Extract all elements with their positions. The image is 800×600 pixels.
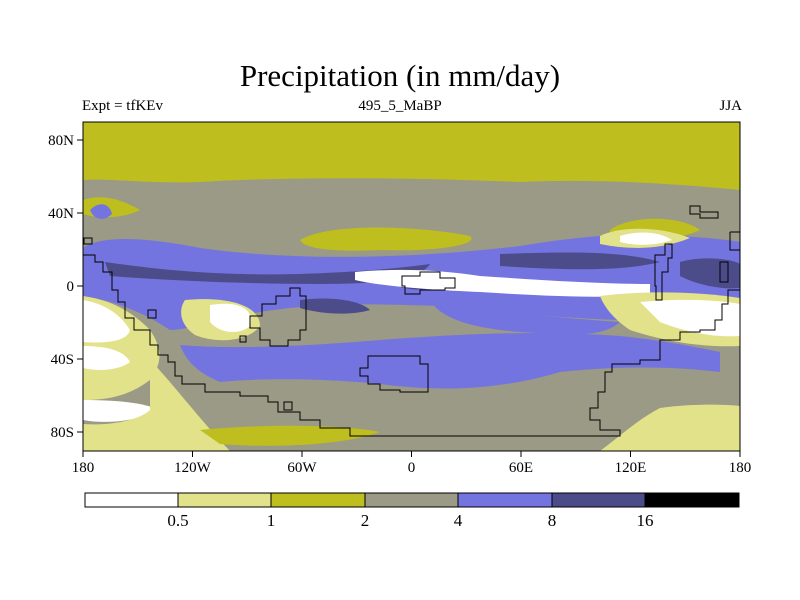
southern-landmass-outline <box>83 254 740 437</box>
colorbar-label: 2 <box>361 511 370 530</box>
precip-band-lt-0-5 <box>355 269 650 297</box>
colorbar: 0.5 1 2 4 8 16 <box>84 492 740 530</box>
precip-band-8-16 <box>300 298 370 314</box>
precip-band-lt-0-5 <box>83 346 130 370</box>
precip-band-0-5-1 <box>83 360 230 451</box>
lat-label: 40S <box>51 352 74 368</box>
map-title: Precipitation (in mm/day) <box>239 58 561 93</box>
colorbar-box-4-8 <box>458 493 552 507</box>
time-period-label: 495_5_MaBP <box>358 98 442 114</box>
island-outline <box>249 287 307 347</box>
lon-label: 120E <box>615 460 647 476</box>
colorbar-box-2-4 <box>365 493 458 507</box>
precip-band-4-8-south <box>180 333 720 389</box>
eastern-landmass-outline <box>654 243 673 301</box>
precip-band-0-5-1 <box>600 404 740 451</box>
lon-label: 60E <box>509 460 533 476</box>
colorbar-box-0-5-1 <box>178 493 271 507</box>
small-island-outline <box>719 261 729 283</box>
small-island-outline <box>83 237 93 245</box>
colorbar-label: 16 <box>637 511 654 530</box>
colorbar-label: 1 <box>267 511 276 530</box>
precip-patch-1-2 <box>300 227 472 251</box>
colorbar-label: 4 <box>454 511 463 530</box>
season-label: JJA <box>719 98 742 114</box>
colorbar-box-8-16 <box>552 493 645 507</box>
precip-band-8-16 <box>105 262 430 284</box>
colorbar-label: 8 <box>548 511 557 530</box>
small-island-outline <box>239 335 247 343</box>
lon-label: 60W <box>287 460 317 476</box>
lon-label: 120W <box>174 460 212 476</box>
longitude-labels: 180 120W 60W 0 60E 120E 180 <box>72 460 752 476</box>
lon-label: 180 <box>729 460 752 476</box>
small-island-outline <box>283 401 293 411</box>
colorbar-box-gt-16 <box>645 493 739 507</box>
plateau-outline <box>359 355 429 393</box>
precip-band-1-2-south <box>200 425 380 446</box>
coastlines <box>83 205 740 437</box>
lat-label: 80N <box>48 133 74 149</box>
precip-patch-4-8 <box>90 204 112 219</box>
colorbar-label: 0.5 <box>167 511 188 530</box>
latitude-labels: 80N 40N 0 40S 80S <box>48 133 74 441</box>
equatorial-landmass-outline <box>401 271 456 295</box>
lon-label: 180 <box>72 460 95 476</box>
lat-label: 80S <box>51 425 74 441</box>
precip-band-8-16 <box>680 258 740 289</box>
small-island-outline <box>147 309 157 319</box>
precip-field <box>83 122 740 451</box>
colorbar-box-lt-0-5 <box>85 493 178 507</box>
precip-band-1-2-north <box>83 122 740 190</box>
colorbar-box-1-2 <box>271 493 365 507</box>
precip-band-lt-0-5 <box>83 300 130 343</box>
axis-ticks <box>77 139 741 457</box>
experiment-label: Expt = tfKEv <box>82 98 163 114</box>
small-island-outline <box>689 205 719 219</box>
precip-patch-4-8 <box>430 300 620 335</box>
lon-label: 0 <box>408 460 416 476</box>
edge-landmass-outline <box>729 231 740 251</box>
lat-label: 0 <box>67 279 75 295</box>
precip-band-8-16 <box>500 252 660 270</box>
precip-band-lt-0-5 <box>620 232 672 245</box>
lat-label: 40N <box>48 206 74 222</box>
precip-band-lt-0-5 <box>210 303 251 332</box>
